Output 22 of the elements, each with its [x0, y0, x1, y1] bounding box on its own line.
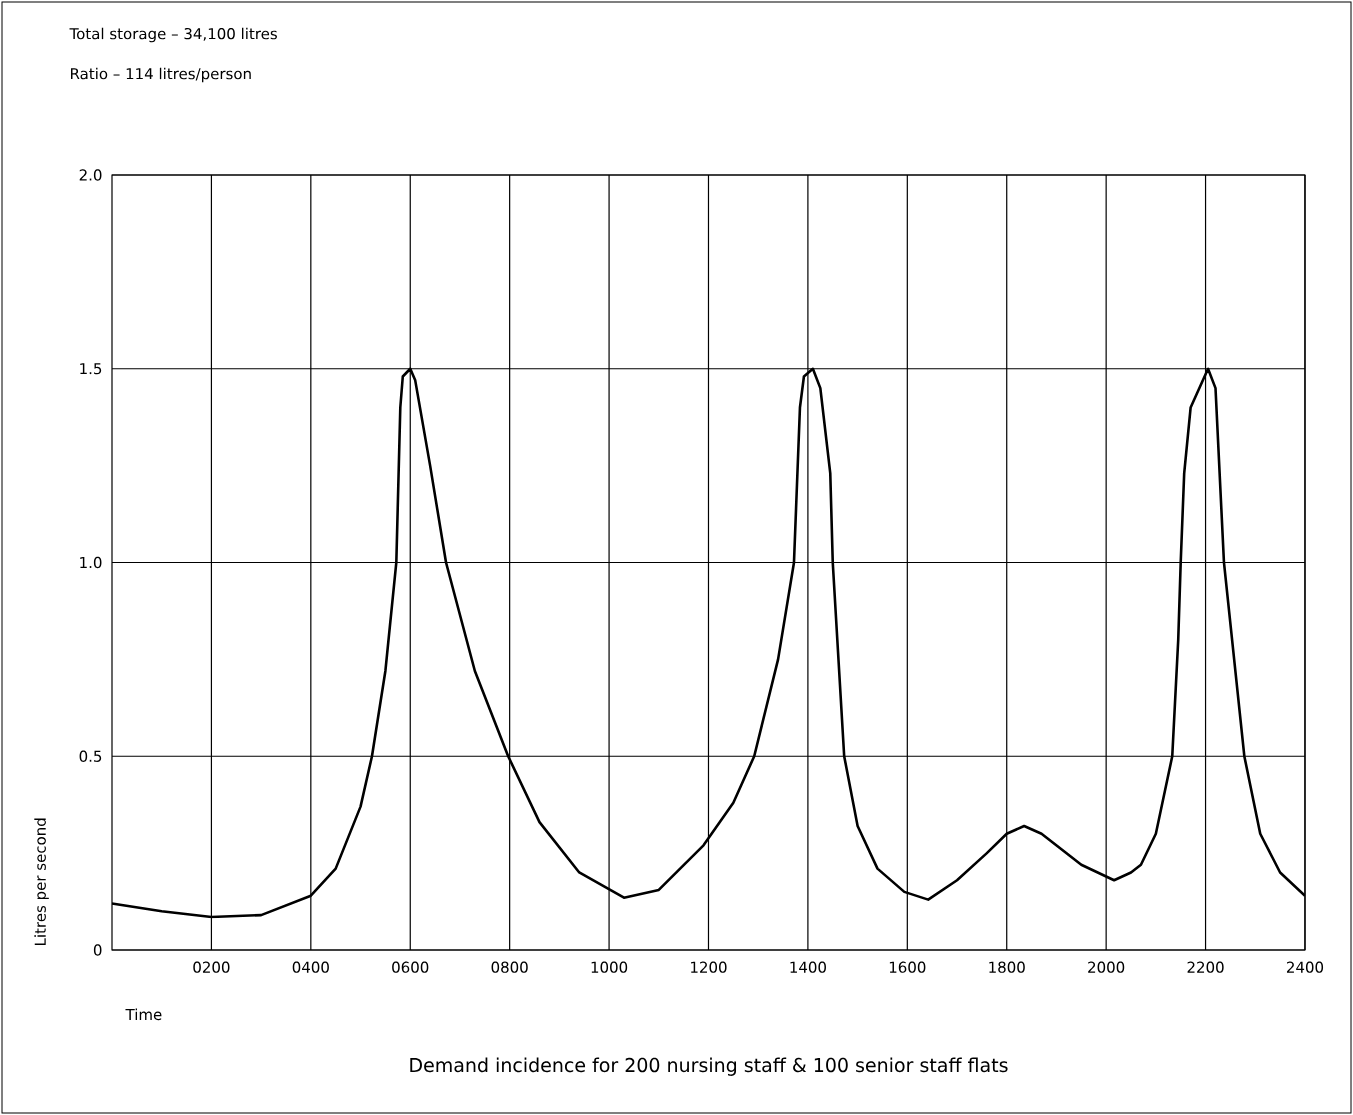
x-tick-label: 1400	[790, 961, 826, 973]
y-axis-title: Litres per second	[34, 818, 49, 945]
y-tick-label: 2.0	[79, 169, 102, 181]
x-tick-label: 0200	[193, 961, 230, 973]
x-tick-label: 1800	[989, 961, 1025, 973]
x-axis-title: Time	[125, 1008, 162, 1021]
x-tick-label: 1600	[889, 961, 926, 973]
y-tick-label: 1.0	[80, 556, 102, 569]
x-tick-label: 1200	[691, 961, 727, 973]
y-tick-label: 1.5	[80, 363, 102, 375]
x-tick-label: 1000	[591, 961, 628, 973]
x-tick-label: 2000	[1088, 961, 1125, 973]
text: Demand incidence for 200 nursing staff & 100 senior staff flats	[410, 1057, 1008, 1076]
y-tick-label: 0	[93, 944, 102, 956]
x-tick-label: 0800	[491, 961, 528, 973]
text: Ratio – 114 litres/person	[71, 67, 251, 83]
x-tick-label: 0600	[392, 961, 429, 973]
x-tick-label: 2200	[1187, 961, 1224, 973]
y-tick-label: 0.5	[79, 750, 102, 762]
x-tick-label: 0400	[292, 961, 329, 973]
text: Total storage – 34,100 litres	[69, 27, 277, 43]
x-tick-label: 2400	[1286, 961, 1324, 973]
